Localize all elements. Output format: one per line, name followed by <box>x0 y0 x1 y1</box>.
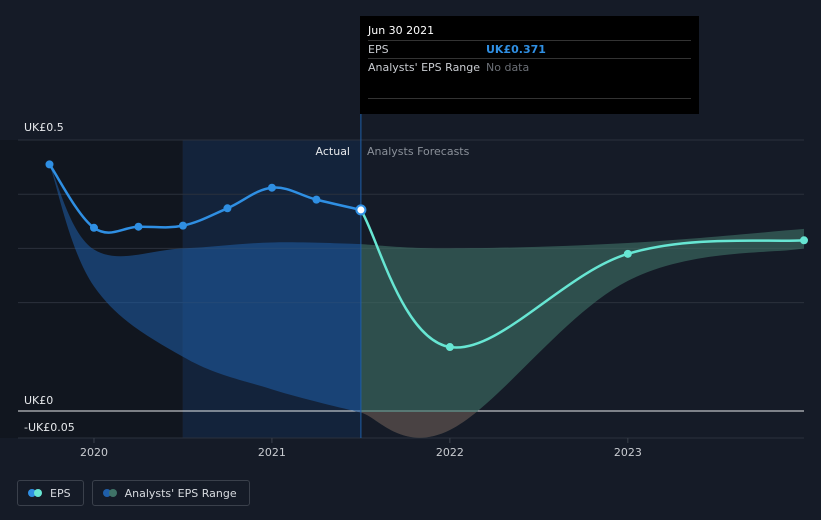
range-swatch-icon <box>102 489 119 497</box>
range-band-past <box>49 164 361 413</box>
eps-point <box>178 221 187 230</box>
eps-point <box>623 249 632 258</box>
tooltip-eps-label: EPS <box>368 43 389 56</box>
legend-eps-label: EPS <box>50 486 71 500</box>
tooltip-eps-value: UK£0.371 <box>486 43 546 56</box>
y-tick-label: -UK£0.05 <box>24 421 75 434</box>
eps-point <box>223 204 232 213</box>
eps-swatch-icon <box>28 489 44 497</box>
x-tick-label: 2020 <box>80 446 108 459</box>
tooltip-range-row: Analysts' EPS Range No data <box>368 58 691 76</box>
eps-point <box>800 236 808 245</box>
legend-range[interactable]: Analysts' EPS Range <box>91 480 250 506</box>
x-tick-label: 2023 <box>614 446 642 459</box>
eps-point <box>312 195 321 204</box>
legend-range-label: Analysts' EPS Range <box>124 486 237 500</box>
y-tick-label: UK£0 <box>24 394 53 407</box>
y-axis: UK£0.5 UK£0 -UK£0.05 <box>24 121 75 434</box>
eps-line-forecast <box>359 209 805 349</box>
tooltip: Jun 30 2021 EPS UK£0.371 Analysts' EPS R… <box>360 16 699 114</box>
range-band-forecast <box>360 228 804 438</box>
eps-point <box>134 222 143 231</box>
eps-point <box>89 223 98 232</box>
x-tick-label: 2021 <box>258 446 286 459</box>
legend-eps[interactable]: EPS <box>17 480 84 506</box>
range-band-negative <box>352 412 504 438</box>
x-axis: 2020 2021 2022 2023 <box>80 438 642 459</box>
tooltip-range-value: No data <box>486 61 530 74</box>
tooltip-range-label: Analysts' EPS Range <box>368 61 481 74</box>
eps-point <box>355 204 367 216</box>
tooltip-divider <box>368 98 691 99</box>
tooltip-date: Jun 30 2021 <box>368 24 435 37</box>
x-tick-label: 2022 <box>436 446 464 459</box>
eps-points <box>45 160 808 352</box>
legend: EPS Analysts' EPS Range <box>17 480 250 507</box>
forecast-label: Analysts Forecasts <box>367 145 470 158</box>
eps-point <box>445 343 454 352</box>
eps-chart: UK£0.5 UK£0 -UK£0.05 2020 2021 2022 2023 Actu… <box>18 100 808 459</box>
actual-label: Actual <box>316 145 350 158</box>
eps-point <box>45 160 54 169</box>
y-tick-label: UK£0.5 <box>24 121 64 134</box>
tooltip-eps-row: EPS UK£0.371 <box>368 40 691 58</box>
eps-point <box>267 183 276 192</box>
